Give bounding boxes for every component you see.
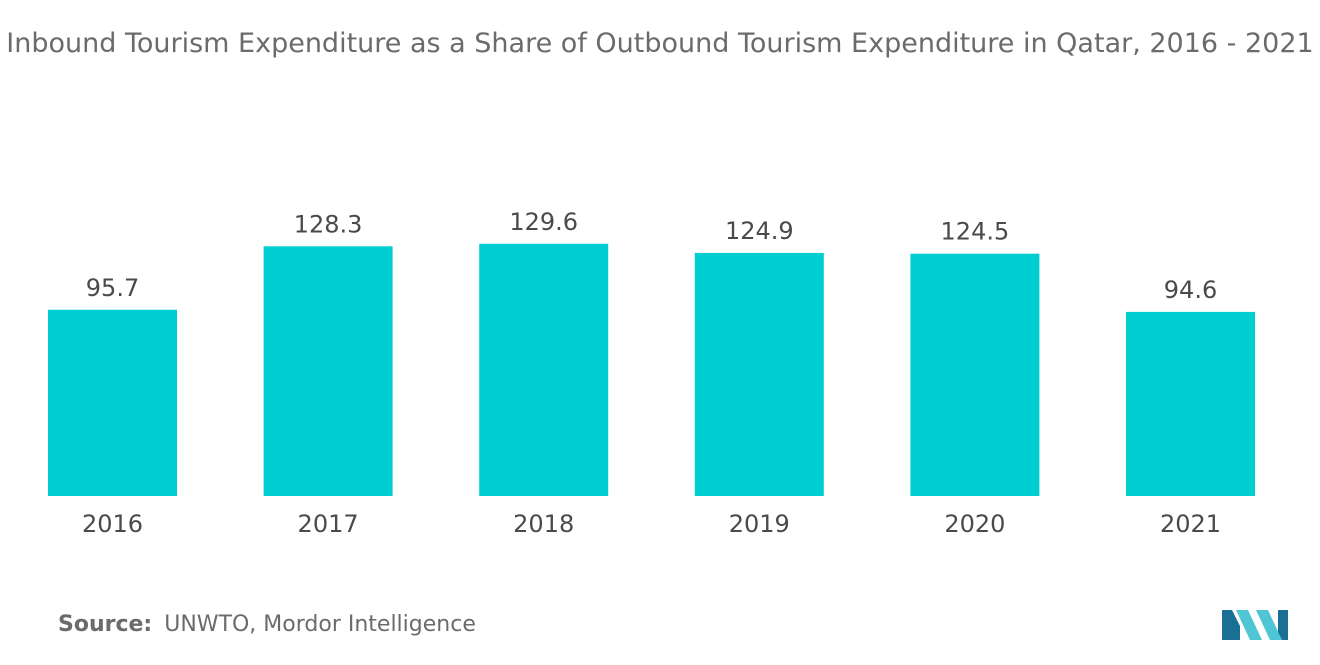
logo-left-stroke [1222,610,1240,640]
x-tick-label-2016: 2016 [82,510,143,538]
bar-2016 [48,309,177,496]
source-text: UNWTO, Mordor Intelligence [164,612,476,637]
bar-2018 [479,243,609,496]
bar-2019 [694,252,824,496]
value-label-2017: 128.3 [294,210,363,238]
bar-2020 [910,253,1040,496]
logo-mid-stroke [1236,610,1262,640]
chart-title: Inbound Tourism Expenditure as a Share o… [6,28,1314,59]
source-note: Source: UNWTO, Mordor Intelligence [58,612,476,637]
x-tick-label-2019: 2019 [729,510,790,538]
x-tick-label-2017: 2017 [298,510,359,538]
bar-2017 [263,246,393,496]
logo-right-bar [1278,610,1288,640]
logo-right-stroke [1256,610,1282,640]
value-label-2020: 124.5 [941,218,1010,246]
bars-group [48,243,1255,496]
value-label-2016: 95.7 [86,274,139,302]
x-tick-label-2020: 2020 [944,510,1005,538]
value-label-2021: 94.6 [1164,276,1217,304]
mordor-intelligence-logo [1222,610,1288,640]
x-tick-label-2021: 2021 [1160,510,1221,538]
value-labels-group: 95.7 128.3 129.6 124.9 124.5 94.6 [86,208,1217,304]
value-label-2018: 129.6 [509,208,578,236]
x-tick-label-2018: 2018 [513,510,574,538]
value-label-2019: 124.9 [725,217,794,245]
source-label: Source: [58,612,153,637]
bar-2021 [1126,311,1255,496]
x-axis-tick-labels: 2016 2017 2018 2019 2020 2021 [82,510,1221,538]
